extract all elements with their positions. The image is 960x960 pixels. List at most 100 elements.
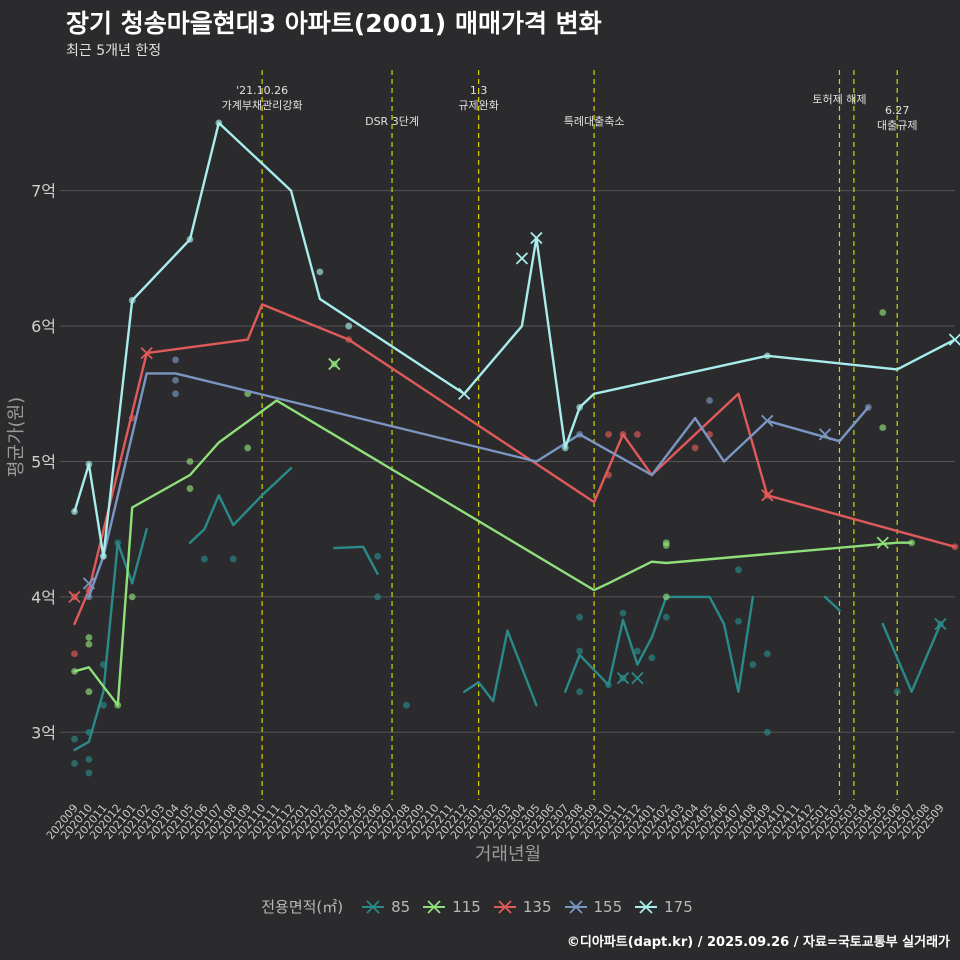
data-point: [879, 309, 887, 316]
series-line: [73, 121, 957, 558]
data-point: [99, 701, 107, 709]
data-point: [879, 424, 887, 432]
legend-label: 85: [391, 897, 411, 916]
event-label: 특례대출축소: [564, 115, 625, 128]
event-label: 1.3 규제완화: [458, 84, 498, 112]
legend-item-85: 85: [361, 897, 410, 917]
legend-label: 135: [522, 897, 552, 916]
trade-cross-marker: [876, 536, 889, 549]
data-point: [172, 390, 179, 398]
data-point: [893, 688, 901, 696]
data-point: [662, 542, 670, 549]
trade-cross-marker: [458, 387, 471, 400]
series-line: [87, 372, 870, 599]
trade-cross-marker: [328, 357, 341, 371]
data-point: [619, 609, 627, 617]
data-point: [186, 485, 194, 492]
data-point: [71, 650, 78, 658]
data-point: [345, 322, 353, 330]
event-label: '21.10.26 가계부채관리강화: [222, 84, 303, 112]
data-point: [403, 701, 410, 709]
axis-layer: 3억4억5억6억7억202009202010202011202012202101…: [31, 182, 947, 842]
data-point: [85, 634, 93, 641]
y-tick-label: 4억: [31, 588, 56, 607]
event-label: DSR 3단계: [365, 115, 419, 128]
event-label: 6.27 대출규제: [877, 104, 917, 132]
trade-cross-marker: [818, 428, 832, 441]
legend-item-155: 155: [564, 897, 623, 917]
trade-cross-marker: [82, 577, 96, 590]
series-line: [73, 303, 957, 626]
trade-cross-marker: [631, 671, 644, 685]
legend-label: 115: [452, 897, 481, 916]
data-point: [201, 555, 208, 563]
series-175: [71, 119, 960, 560]
series-85: [71, 467, 947, 777]
data-point: [691, 444, 699, 452]
trade-cross-marker: [140, 347, 153, 360]
grid-layer: [60, 190, 955, 733]
data-point: [735, 566, 742, 574]
legend-key-icon: [422, 897, 446, 917]
series-155: [82, 356, 872, 601]
y-axis-title: 평균가(원): [6, 397, 27, 477]
data-point: [316, 268, 324, 276]
data-point: [634, 430, 641, 438]
x-axis-title: 거래년월: [475, 844, 541, 865]
legend: 전용면적(㎡) 85 115 135 155 175: [0, 896, 960, 917]
legend-key-icon: [361, 897, 385, 917]
footer-credit: ©디아파트(dapt.kr) / 2025.09.26 / 자료=국토교통부 실…: [566, 935, 950, 950]
chart-subtitle: 최근 5개년 한정: [66, 43, 162, 59]
legend-label: 155: [593, 897, 623, 916]
data-point: [244, 444, 252, 452]
trade-cross-marker: [934, 617, 947, 631]
trade-cross-marker: [68, 590, 81, 604]
trade-cross-marker: [530, 231, 543, 245]
data-point: [735, 617, 742, 625]
y-tick-label: 6억: [31, 317, 56, 336]
data-point: [648, 654, 656, 662]
trade-cross-marker: [515, 252, 529, 265]
data-point: [662, 593, 670, 601]
legend-item-115: 115: [422, 897, 481, 917]
event-label: 토허제 해제: [812, 92, 866, 106]
data-point: [128, 593, 136, 601]
y-tick-label: 7억: [31, 182, 56, 201]
data-point: [71, 735, 78, 743]
series-line: [73, 467, 942, 752]
data-point: [662, 613, 670, 621]
legend-key-icon: [564, 897, 588, 917]
data-point: [229, 555, 237, 563]
chart-title: 장기 청송마을현대3 아파트(2001) 매매가격 변화: [66, 9, 602, 38]
data-point: [186, 458, 194, 465]
legend-label: 175: [664, 897, 693, 916]
series-115: [71, 309, 916, 709]
legend-item-135: 135: [493, 897, 552, 917]
data-point: [85, 688, 93, 696]
trade-cross-marker: [761, 489, 774, 502]
trade-cross-marker: [616, 671, 630, 685]
trade-cross-marker: [761, 414, 774, 427]
data-point: [85, 755, 93, 763]
trade-cross-marker: [948, 333, 960, 346]
data-point: [634, 647, 641, 655]
data-point: [374, 552, 381, 560]
data-point: [85, 769, 93, 777]
data-point: [576, 647, 584, 655]
legend-title: 전용면적(㎡): [261, 898, 344, 916]
data-point: [763, 650, 771, 658]
data-point: [576, 613, 584, 621]
y-tick-label: 3억: [31, 723, 56, 742]
legend-item-175: 175: [634, 897, 693, 917]
data-point: [71, 760, 78, 767]
data-point: [172, 356, 179, 364]
series-135: [68, 303, 959, 658]
data-point: [706, 397, 713, 404]
data-point: [374, 593, 381, 601]
data-point: [763, 728, 771, 736]
series-line: [73, 399, 913, 707]
data-point: [576, 688, 584, 696]
data-point: [172, 376, 179, 384]
